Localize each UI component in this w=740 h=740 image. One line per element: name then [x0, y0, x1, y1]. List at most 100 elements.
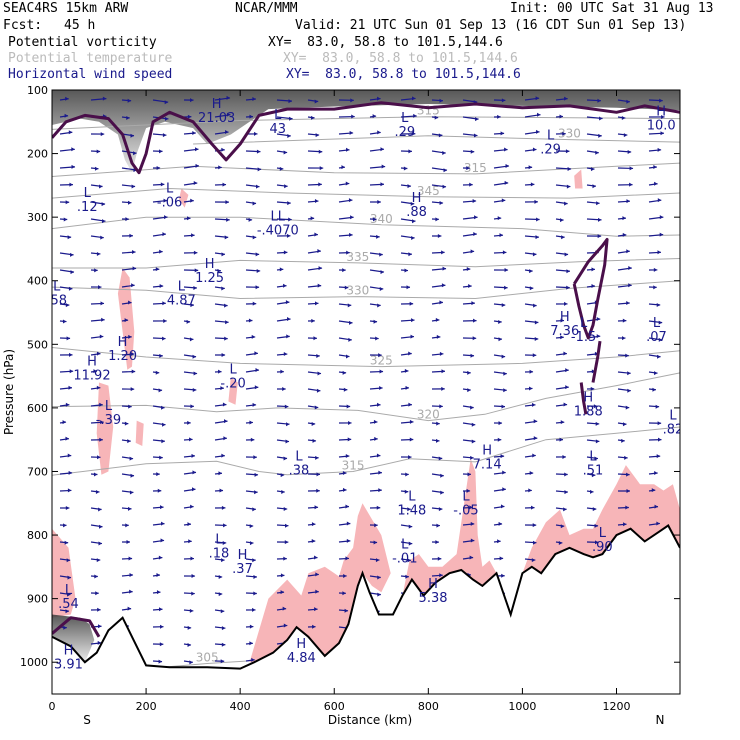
- wind-vector-head: [160, 182, 165, 187]
- wind-vector-head: [67, 453, 72, 458]
- extremum-value: .51: [583, 464, 604, 479]
- wind-vector-head: [440, 473, 444, 478]
- wind-vector-head: [625, 505, 629, 510]
- wind-vector-head: [319, 166, 324, 171]
- wind-vector-head: [377, 96, 381, 101]
- wind-vector-head: [65, 402, 70, 407]
- theta-contour-label: 320: [417, 408, 440, 422]
- wind-vector-head: [438, 456, 443, 461]
- extremum-kind: H: [560, 310, 570, 325]
- extremum-value: -.4070: [257, 223, 299, 238]
- wind-vector-head: [652, 387, 656, 392]
- wind-vector-head: [187, 216, 191, 221]
- wind-vector-head: [467, 472, 471, 477]
- wind-vector-head: [65, 96, 69, 101]
- wind-vector-head: [566, 269, 570, 274]
- wind-vector-head: [128, 404, 132, 409]
- wind-vector-head: [436, 438, 440, 443]
- wind-vector-head: [66, 336, 71, 341]
- wind-vector-head: [65, 436, 69, 441]
- wind-vector-head: [598, 217, 602, 222]
- wind-vector-head: [156, 472, 160, 477]
- wind-vector-head: [473, 133, 478, 138]
- wind-vector-head: [64, 113, 69, 118]
- wind-vector-head: [505, 163, 510, 168]
- wind-vector-head: [97, 640, 102, 645]
- wind-vector-head: [190, 404, 194, 409]
- field-pv-xy: XY= 83.0, 58.8 to 101.5,144.6: [268, 35, 503, 50]
- x-tick-label: 800: [418, 700, 439, 713]
- wind-vector-head: [467, 388, 471, 393]
- wind-vector-head: [349, 130, 354, 135]
- wind-vector-head: [442, 184, 447, 189]
- wind-vector-head: [565, 385, 569, 390]
- extremum-value: -.06: [157, 195, 182, 210]
- extremum-value: 1.48: [397, 504, 426, 519]
- wind-vector-head: [408, 351, 412, 356]
- wind-vector-head: [564, 490, 568, 495]
- wind-vector-head: [252, 97, 256, 102]
- wind-vector-head: [68, 130, 73, 135]
- wind-vector-head: [501, 303, 506, 308]
- wind-vector-head: [348, 337, 352, 342]
- extremum-kind: L: [401, 111, 409, 126]
- extremum-kind: H: [212, 97, 222, 112]
- wind-vector-head: [624, 455, 628, 460]
- wind-vector-head: [500, 454, 505, 459]
- wind-vector-head: [101, 202, 106, 207]
- wind-vector-head: [466, 166, 470, 171]
- wind-vector-head: [220, 609, 225, 614]
- wind-vector-head: [101, 317, 105, 322]
- wind-vector-head: [315, 301, 319, 306]
- wind-vector-head: [528, 165, 533, 170]
- wind-vector-head: [127, 200, 132, 205]
- wind-vector-head: [595, 150, 599, 155]
- wind-vector-head: [441, 283, 446, 288]
- wind-vector-head: [657, 421, 662, 426]
- wind-vector-head: [560, 218, 564, 223]
- wind-vector-head: [596, 334, 601, 339]
- wind-vector-head: [187, 114, 192, 119]
- wind-vector-head: [656, 302, 661, 307]
- wind-vector-head: [282, 606, 287, 611]
- wind-vector-head: [497, 216, 502, 221]
- wind-vector-head: [372, 114, 377, 119]
- wind-vector-head: [220, 386, 224, 391]
- pv-shade-low: [52, 528, 76, 618]
- extremum-value: -1.5: [571, 330, 596, 345]
- wind-vector-head: [566, 285, 570, 290]
- wind-vector-head: [560, 318, 565, 323]
- y-tick-label: 600: [27, 402, 48, 415]
- valid-time: Valid: 21 UTC Sun 01 Sep 13 (16 CDT Sun …: [295, 18, 687, 33]
- pv-shade-low: [402, 458, 497, 596]
- wind-vector-head: [158, 388, 163, 393]
- wind-vector-head: [314, 99, 319, 104]
- wind-vector-head: [316, 353, 320, 358]
- wind-vector-head: [192, 354, 197, 359]
- wind-vector-head: [502, 487, 506, 492]
- wind-vector-head: [130, 133, 135, 138]
- extremum-kind: LL: [271, 209, 286, 224]
- wind-vector-head: [471, 439, 476, 444]
- wind-vector-head: [100, 132, 105, 137]
- plot-frame: [51, 89, 681, 695]
- wind-vector-head: [253, 574, 257, 579]
- wind-vector-head: [532, 402, 536, 407]
- wind-vector-head: [470, 455, 474, 460]
- wind-vector-head: [374, 436, 378, 441]
- wind-vector-head: [564, 252, 569, 257]
- wind-vector-head: [377, 575, 381, 580]
- wind-vector-head: [621, 116, 626, 121]
- wind-vector-head: [474, 215, 478, 220]
- wind-vector-head: [466, 266, 471, 271]
- extremum-kind: L: [653, 316, 661, 331]
- wind-vector-head: [590, 489, 594, 494]
- wind-vector-head: [653, 164, 657, 169]
- wind-vector-head: [441, 250, 445, 255]
- wind-vector-head: [253, 131, 258, 136]
- wind-vector-head: [374, 523, 378, 528]
- wind-vector-head: [255, 252, 260, 257]
- wind-vector-head: [65, 505, 70, 510]
- wind-vector-head: [187, 643, 192, 648]
- extremum-value: .29: [394, 125, 415, 140]
